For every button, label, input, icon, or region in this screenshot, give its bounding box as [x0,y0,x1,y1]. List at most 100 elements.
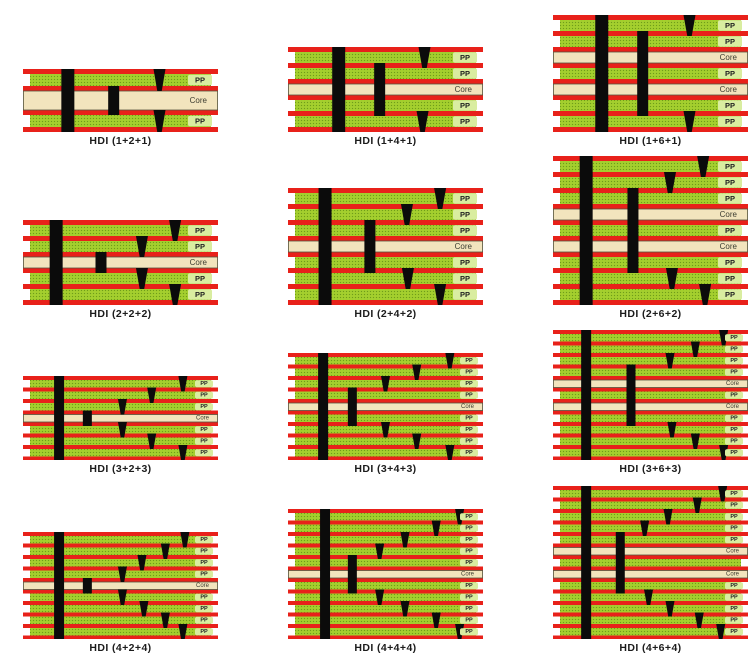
svg-text:PP: PP [465,548,473,554]
svg-text:PP: PP [730,334,738,340]
svg-text:PP: PP [465,513,473,519]
diagram-hdi-2-4-2: PP PP PP Core PP PP PP HDI (2+4+2) [288,155,483,321]
svg-text:Core: Core [196,582,210,588]
diagram-caption: HDI (1+2+1) [89,135,152,147]
diagram-caption: HDI (4+6+4) [619,642,682,654]
copper-layers [23,220,218,305]
vias [61,69,166,132]
svg-text:Core: Core [726,548,740,554]
dielectric-layers [288,52,483,127]
svg-text:PP: PP [730,594,738,600]
svg-text:PP: PP [200,571,208,577]
svg-text:PP: PP [465,426,473,432]
diagram-hdi-1-6-1: PP PP Core PP Core PP PP HDI (1+6+1) [553,15,748,148]
svg-text:PP: PP [465,605,473,611]
svg-text:PP: PP [200,548,208,554]
svg-text:PP: PP [195,242,205,251]
svg-text:PP: PP [725,258,735,267]
diagram-hdi-2-2-2: PP PP Core PP PP HDI (2+2+2) [23,155,218,321]
copper-layers [23,69,218,132]
diagram-caption: HDI (1+4+1) [354,135,417,147]
stackup-drawing: PP PP PP PP Core PP Core PP PP PP PP [553,329,748,460]
svg-text:PP: PP [195,226,205,235]
stackup-drawing: PP PP PP Core PP PP PP [23,375,218,460]
svg-text:PP: PP [465,536,473,542]
stackup-drawing: PP PP Core PP Core PP PP [553,15,748,132]
svg-text:PP: PP [730,392,738,398]
svg-text:Core: Core [720,85,738,94]
stackup-drawing: PP PP Core PP PP [23,220,218,305]
layer-labels: PP PP PP PP Core PP Core PP PP PP PP [725,333,743,456]
svg-text:PP: PP [730,415,738,421]
svg-text:PP: PP [200,628,208,634]
dielectric-layers [553,161,748,300]
svg-text:PP: PP [730,605,738,611]
svg-text:PP: PP [200,380,208,386]
stackup-drawing: PP PP PP Core PP Core PP PP PP [553,156,748,305]
layer-labels: PP PP PP PP PP Core PP PP PP PP PP [460,512,478,635]
vias [54,531,190,639]
svg-text:PP: PP [725,226,735,235]
svg-text:PP: PP [730,617,738,623]
svg-text:Core: Core [720,242,738,251]
layer-labels: PP PP PP Core PP Core PP PP PP [718,161,742,300]
stackup-svg: PP PP PP PP PP Core Core PP PP PP PP PP [553,485,748,639]
dielectric-layers [288,356,483,456]
svg-text:Core: Core [720,53,738,62]
svg-text:PP: PP [465,449,473,455]
svg-text:PP: PP [725,162,735,171]
stackup-drawing: PP Core PP [23,69,218,132]
diagram-caption: HDI (4+2+4) [89,642,152,654]
diagram-caption: HDI (1+6+1) [619,135,682,147]
svg-text:PP: PP [730,346,738,352]
vias [581,485,728,639]
svg-text:PP: PP [465,380,473,386]
dielectric-layers [23,535,218,635]
vias [581,329,729,460]
svg-text:PP: PP [200,449,208,455]
svg-text:PP: PP [460,226,470,235]
layer-labels: PP PP PP Core PP PP PP [453,193,477,300]
svg-text:PP: PP [465,438,473,444]
copper-layers [288,508,483,639]
stackup-svg: PP PP Core PP Core PP PP [553,15,748,132]
dielectric-layers [23,225,218,300]
svg-text:PP: PP [200,559,208,565]
stackup-svg: PP PP PP PP Core PP PP PP PP [288,352,483,460]
svg-text:Core: Core [726,380,740,386]
svg-text:PP: PP [730,525,738,531]
svg-text:PP: PP [200,617,208,623]
svg-text:PP: PP [465,392,473,398]
stackup-svg: PP Core PP [23,69,218,132]
diagram-hdi-1-4-1: PP PP Core PP PP HDI (1+4+1) [288,16,483,148]
vias [318,188,447,305]
svg-text:PP: PP [725,21,735,30]
layer-labels: PP PP PP PP PP Core Core PP PP PP PP PP [725,489,743,635]
svg-text:PP: PP [465,617,473,623]
stackup-drawing: PP PP PP PP PP Core Core PP PP PP PP PP [553,485,748,639]
svg-text:PP: PP [725,117,735,126]
vias [54,375,188,460]
svg-text:PP: PP [200,594,208,600]
diagram-caption: HDI (3+2+3) [89,463,152,475]
stackup-drawing: PP PP Core PP PP [288,47,483,132]
layer-labels: PP PP Core PP PP [453,52,477,127]
svg-text:PP: PP [725,178,735,187]
svg-text:PP: PP [200,403,208,409]
svg-text:PP: PP [460,210,470,219]
svg-text:PP: PP [730,502,738,508]
svg-text:PP: PP [200,392,208,398]
layer-labels: PP PP PP PP Core PP PP PP PP [460,356,478,456]
svg-text:PP: PP [200,438,208,444]
svg-text:Core: Core [720,210,738,219]
svg-text:PP: PP [460,274,470,283]
svg-text:PP: PP [465,582,473,588]
diagram-hdi-4-6-4: PP PP PP PP PP Core Core PP PP PP PP PP HDI (4+6+4) [553,483,748,655]
svg-text:PP: PP [730,490,738,496]
vias [332,47,431,132]
svg-text:PP: PP [730,628,738,634]
copper-layers [553,329,748,460]
stackup-svg: PP PP Core PP PP [288,47,483,132]
svg-text:Core: Core [190,96,208,105]
